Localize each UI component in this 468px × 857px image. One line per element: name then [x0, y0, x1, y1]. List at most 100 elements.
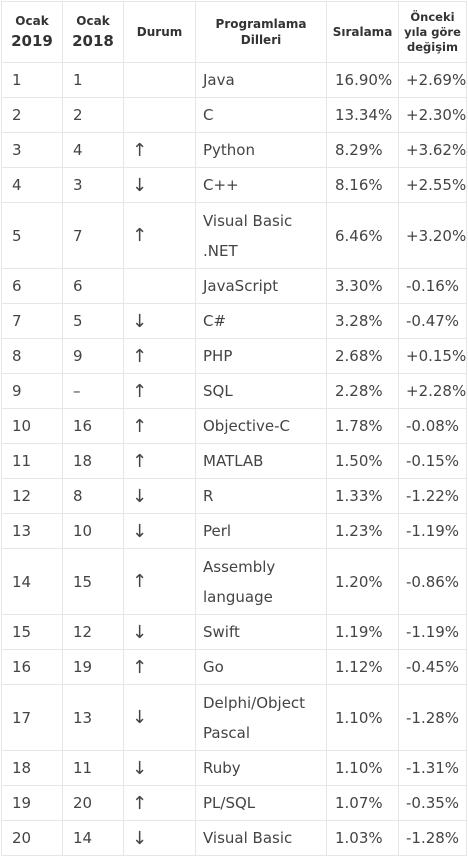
- rank-2019-cell: 4: [1, 167, 63, 203]
- rank-2018-cell: 4: [62, 132, 124, 168]
- rank-2018-cell: 11: [62, 750, 124, 786]
- table-row: 12 8 ↓ R 1.33% -1.22%: [1, 478, 467, 514]
- change-cell: +2.30%: [398, 97, 467, 133]
- trend-arrow-icon: [123, 268, 196, 304]
- header-change-line2: yıla göre: [404, 24, 461, 39]
- header-change-line1: Önceki: [410, 9, 455, 24]
- language-cell: Swift: [195, 614, 327, 650]
- table-body: 1 1 Java 16.90% +2.69% 2 2 C 13.34% +2.30% 3 4 ↑ Pyth…: [1, 62, 467, 856]
- rating-cell: 3.28%: [326, 303, 399, 339]
- language-cell: Visual Basic .NET: [195, 202, 327, 269]
- rank-2019-cell: 5: [1, 202, 63, 269]
- change-cell: -0.86%: [398, 548, 467, 615]
- language-cell: SQL: [195, 373, 327, 409]
- table-row: 6 6 JavaScript 3.30% -0.16%: [1, 268, 467, 304]
- trend-arrow-icon: ↑: [123, 548, 196, 615]
- language-cell: C++: [195, 167, 327, 203]
- rank-2018-cell: 8: [62, 478, 124, 514]
- header-language-line2: Dilleri: [240, 33, 282, 47]
- language-cell: Ruby: [195, 750, 327, 786]
- header-rank-2019-label: Ocak: [15, 14, 49, 28]
- change-cell: -1.22%: [398, 478, 467, 514]
- rank-2019-cell: 2: [1, 97, 63, 133]
- language-cell: Assembly language: [195, 548, 327, 615]
- language-cell: Objective-C: [195, 408, 327, 444]
- language-cell: C#: [195, 303, 327, 339]
- rank-2019-cell: 6: [1, 268, 63, 304]
- rank-2019-cell: 12: [1, 478, 63, 514]
- rating-cell: 8.29%: [326, 132, 399, 168]
- table-row: 14 15 ↑ Assembly language 1.20% -0.86%: [1, 548, 467, 615]
- rank-2019-cell: 11: [1, 443, 63, 479]
- rank-2019-cell: 15: [1, 614, 63, 650]
- language-cell: PHP: [195, 338, 327, 374]
- header-rating: Sıralama: [326, 1, 399, 63]
- table-row: 2 2 C 13.34% +2.30%: [1, 97, 467, 133]
- change-cell: -1.19%: [398, 614, 467, 650]
- rank-2019-cell: 19: [1, 785, 63, 821]
- trend-arrow-icon: ↑: [123, 649, 196, 685]
- rating-cell: 1.10%: [326, 750, 399, 786]
- header-language: Programlama Dilleri: [195, 1, 327, 63]
- language-cell: Java: [195, 62, 327, 98]
- language-cell: Perl: [195, 513, 327, 549]
- table-row: 20 14 ↓ Visual Basic 1.03% -1.28%: [1, 820, 467, 856]
- header-change-line3: değişim: [407, 39, 458, 54]
- language-cell: PL/SQL: [195, 785, 327, 821]
- rank-2018-cell: 9: [62, 338, 124, 374]
- change-cell: -0.08%: [398, 408, 467, 444]
- change-cell: -0.47%: [398, 303, 467, 339]
- change-cell: +2.55%: [398, 167, 467, 203]
- trend-arrow-icon: ↑: [123, 408, 196, 444]
- change-cell: -0.16%: [398, 268, 467, 304]
- table-row: 8 9 ↑ PHP 2.68% +0.15%: [1, 338, 467, 374]
- language-cell: MATLAB: [195, 443, 327, 479]
- rating-cell: 1.33%: [326, 478, 399, 514]
- header-rank-2018-label: Ocak: [76, 14, 110, 28]
- change-cell: +2.28%: [398, 373, 467, 409]
- rank-2018-cell: 20: [62, 785, 124, 821]
- header-language-line1: Programlama: [215, 17, 307, 31]
- table-row: 18 11 ↓ Ruby 1.10% -1.31%: [1, 750, 467, 786]
- rank-2019-cell: 14: [1, 548, 63, 615]
- change-cell: -0.45%: [398, 649, 467, 685]
- header-rank-2019-year: 2019: [11, 32, 53, 50]
- rank-2018-cell: 14: [62, 820, 124, 856]
- table-row: 10 16 ↑ Objective-C 1.78% -0.08%: [1, 408, 467, 444]
- language-cell: Go: [195, 649, 327, 685]
- header-rank-2018-year: 2018: [72, 32, 114, 50]
- rank-2018-cell: –: [62, 373, 124, 409]
- rating-cell: 16.90%: [326, 62, 399, 98]
- language-cell: Python: [195, 132, 327, 168]
- rating-cell: 1.10%: [326, 684, 399, 751]
- trend-arrow-icon: ↓: [123, 478, 196, 514]
- language-cell: JavaScript: [195, 268, 327, 304]
- header-rank-2019: Ocak 2019: [1, 1, 63, 63]
- rank-2018-cell: 3: [62, 167, 124, 203]
- trend-arrow-icon: [123, 62, 196, 98]
- change-cell: +3.20%: [398, 202, 467, 269]
- rank-2019-cell: 20: [1, 820, 63, 856]
- header-row: Ocak 2019 Ocak 2018 Durum Programlama Di…: [1, 1, 467, 63]
- table-row: 17 13 ↓ Delphi/Object Pascal 1.10% -1.28%: [1, 684, 467, 751]
- table-row: 4 3 ↓ C++ 8.16% +2.55%: [1, 167, 467, 203]
- table-row: 13 10 ↓ Perl 1.23% -1.19%: [1, 513, 467, 549]
- change-cell: +3.62%: [398, 132, 467, 168]
- rating-cell: 1.23%: [326, 513, 399, 549]
- trend-arrow-icon: ↓: [123, 303, 196, 339]
- trend-arrow-icon: ↑: [123, 373, 196, 409]
- trend-arrow-icon: ↓: [123, 750, 196, 786]
- rank-2018-cell: 15: [62, 548, 124, 615]
- change-cell: +2.69%: [398, 62, 467, 98]
- table-row: 1 1 Java 16.90% +2.69%: [1, 62, 467, 98]
- language-cell: C: [195, 97, 327, 133]
- trend-arrow-icon: ↓: [123, 820, 196, 856]
- change-cell: -1.28%: [398, 820, 467, 856]
- rank-2018-cell: 19: [62, 649, 124, 685]
- change-cell: -1.19%: [398, 513, 467, 549]
- rating-cell: 1.07%: [326, 785, 399, 821]
- language-cell: Delphi/Object Pascal: [195, 684, 327, 751]
- table-row: 11 18 ↑ MATLAB 1.50% -0.15%: [1, 443, 467, 479]
- rating-cell: 1.20%: [326, 548, 399, 615]
- rank-2018-cell: 10: [62, 513, 124, 549]
